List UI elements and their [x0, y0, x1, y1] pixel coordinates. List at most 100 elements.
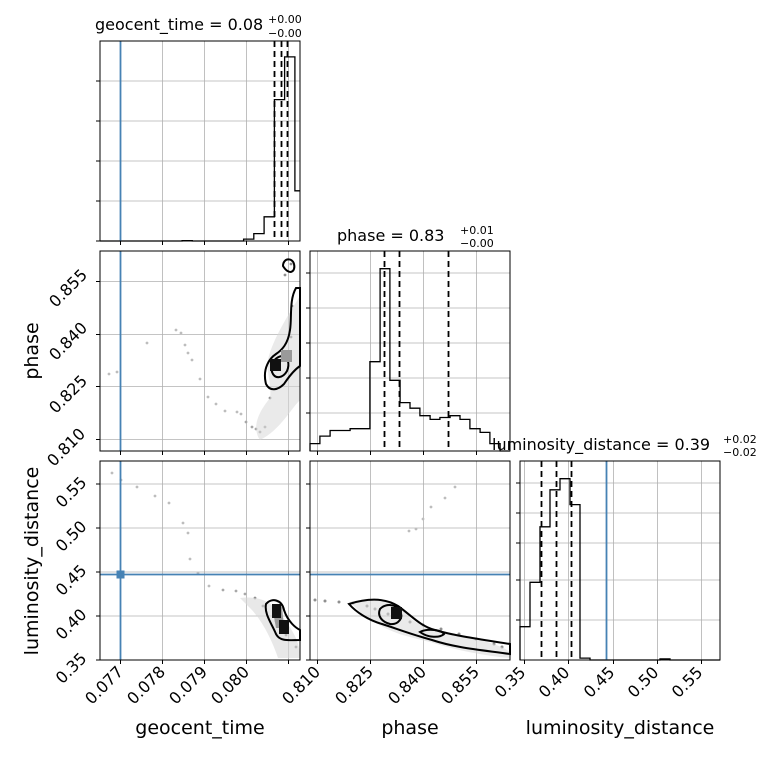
panel-phase-hist: phase = 0.83 +0.01 −0.00: [306, 224, 511, 455]
scatter-point: [443, 496, 447, 500]
panel-geocent-time-hist: geocent_time = 0.08 +0.00 −0.00: [95, 13, 302, 245]
tick-label: 0.35: [491, 663, 530, 702]
scatter-point: [221, 588, 225, 592]
tick-label: 0.50: [52, 517, 91, 556]
tick-label: 0.840: [45, 318, 91, 364]
phase-gt-contour-outer: [264, 287, 301, 391]
tick-label: 0.810: [43, 424, 89, 470]
scatter-point: [181, 521, 185, 525]
scatter-point: [214, 402, 218, 406]
scatter-point: [223, 409, 227, 413]
ld-hist-frame: [519, 460, 721, 661]
ld-ph-contour-inner-2: [418, 628, 446, 638]
scatter-point: [186, 531, 190, 535]
ld-histogram: [519, 478, 720, 661]
scatter-point: [183, 343, 187, 347]
scatter-point: [407, 529, 411, 533]
phase-gt-ticks: [96, 281, 289, 455]
geocent-time-histogram: [100, 56, 300, 242]
tick-label: 0.810: [278, 662, 324, 708]
ld-ph-density-core: [391, 607, 402, 619]
scatter-point: [186, 351, 190, 355]
geocent-time-hist-ticks: [96, 80, 289, 245]
scatter-point: [206, 395, 210, 399]
scatter-point: [244, 420, 248, 424]
phase-hist-ticks: [306, 272, 477, 455]
phase-x-tick-labels: 0.810 0.825 0.840 0.855: [278, 662, 483, 708]
geocent-time-hist-grid: [100, 41, 300, 241]
ld-hist-ticks: [516, 482, 702, 664]
scatter-point: [235, 410, 239, 414]
scatter-point: [115, 370, 119, 374]
scatter-point: [243, 592, 247, 596]
scatter-point: [207, 584, 211, 588]
ld-ph-ticks: [306, 483, 477, 664]
panel-ld-hist: luminosity_distance = 0.39 +0.02 −0.02: [492, 433, 757, 664]
scatter-point: [145, 341, 149, 345]
x-axis-label-geocent-time: geocent_time: [135, 717, 264, 739]
ld-x-tick-labels: 0.35 0.40 0.45 0.50 0.55: [491, 663, 707, 702]
tick-label: 0.855: [437, 662, 483, 708]
tick-label: 0.40: [535, 663, 574, 702]
ld-gt-density-core-1: [272, 604, 281, 618]
tick-label: 0.45: [580, 663, 619, 702]
tick-label: 0.855: [45, 265, 91, 311]
scatter-point: [337, 600, 341, 604]
ld-gt-density-fill: [240, 597, 300, 658]
tick-label: 0.079: [165, 662, 211, 708]
phase-gt-density-fill-inner: [281, 350, 292, 362]
ld-gt-truth-marker: [116, 570, 125, 579]
x-axis-label-luminosity-distance: luminosity_distance: [526, 717, 715, 739]
ld-title-sup: +0.02: [723, 433, 757, 446]
y-axis-label-phase: phase: [21, 322, 43, 379]
phase-histogram: [309, 268, 510, 452]
scatter-point: [250, 425, 254, 429]
ld-gt-frame: [99, 460, 301, 661]
scatter-point: [439, 627, 443, 631]
ld-title-sub: −0.02: [723, 446, 757, 459]
scatter-point: [174, 328, 178, 332]
scatter-point: [234, 589, 238, 593]
scatter-point: [153, 494, 157, 498]
tick-label: 0.35: [52, 649, 91, 688]
phase-hist-frame: [309, 250, 511, 452]
panel-ld-vs-geocent-time: [96, 460, 301, 664]
phase-hist-grid: [310, 251, 510, 451]
phase-title: phase = 0.83: [337, 226, 444, 245]
tick-label: 0.825: [45, 371, 91, 417]
phase-gt-density-core: [270, 359, 281, 371]
scatter-point: [289, 262, 293, 266]
geocent-time-title-sub: −0.00: [268, 27, 302, 40]
ld-gt-density-core-2: [279, 620, 289, 634]
ld-ph-contour-inner-1: [378, 604, 403, 626]
tick-label: 0.840: [384, 662, 430, 708]
phase-title-sup: +0.01: [460, 224, 494, 237]
ld-ph-frame: [309, 460, 511, 661]
tick-label: 0.40: [52, 605, 91, 644]
scatter-point: [323, 599, 327, 603]
scatter-point: [414, 527, 418, 531]
tick-label: 0.078: [123, 662, 169, 708]
panel-phase-vs-geocent-time: [96, 250, 301, 455]
tick-label: 0.077: [81, 662, 127, 708]
ld-gt-ticks: [96, 483, 289, 664]
phase-y-tick-labels: 0.810 0.825 0.840 0.855: [43, 265, 91, 470]
scatter-point: [179, 331, 183, 335]
geocent-time-hist-frame: [99, 40, 301, 242]
x-axis-label-phase: phase: [381, 717, 438, 739]
ld-title: luminosity_distance = 0.39: [492, 435, 710, 455]
scatter-point: [198, 377, 202, 381]
tick-label: 0.55: [668, 663, 707, 702]
panel-ld-vs-phase: [306, 460, 511, 664]
scatter-point: [110, 471, 114, 475]
scatter-point: [421, 517, 425, 521]
scatter-point: [283, 273, 287, 277]
phase-title-sub: −0.00: [460, 237, 494, 250]
tick-label: 0.50: [624, 663, 663, 702]
phase-gt-contour-top: [281, 258, 296, 273]
ld-gt-scatter: [110, 471, 298, 649]
scatter-point: [313, 598, 317, 602]
phase-gt-frame: [99, 250, 301, 452]
ld-y-tick-labels: 0.35 0.40 0.45 0.50 0.55: [52, 473, 91, 688]
